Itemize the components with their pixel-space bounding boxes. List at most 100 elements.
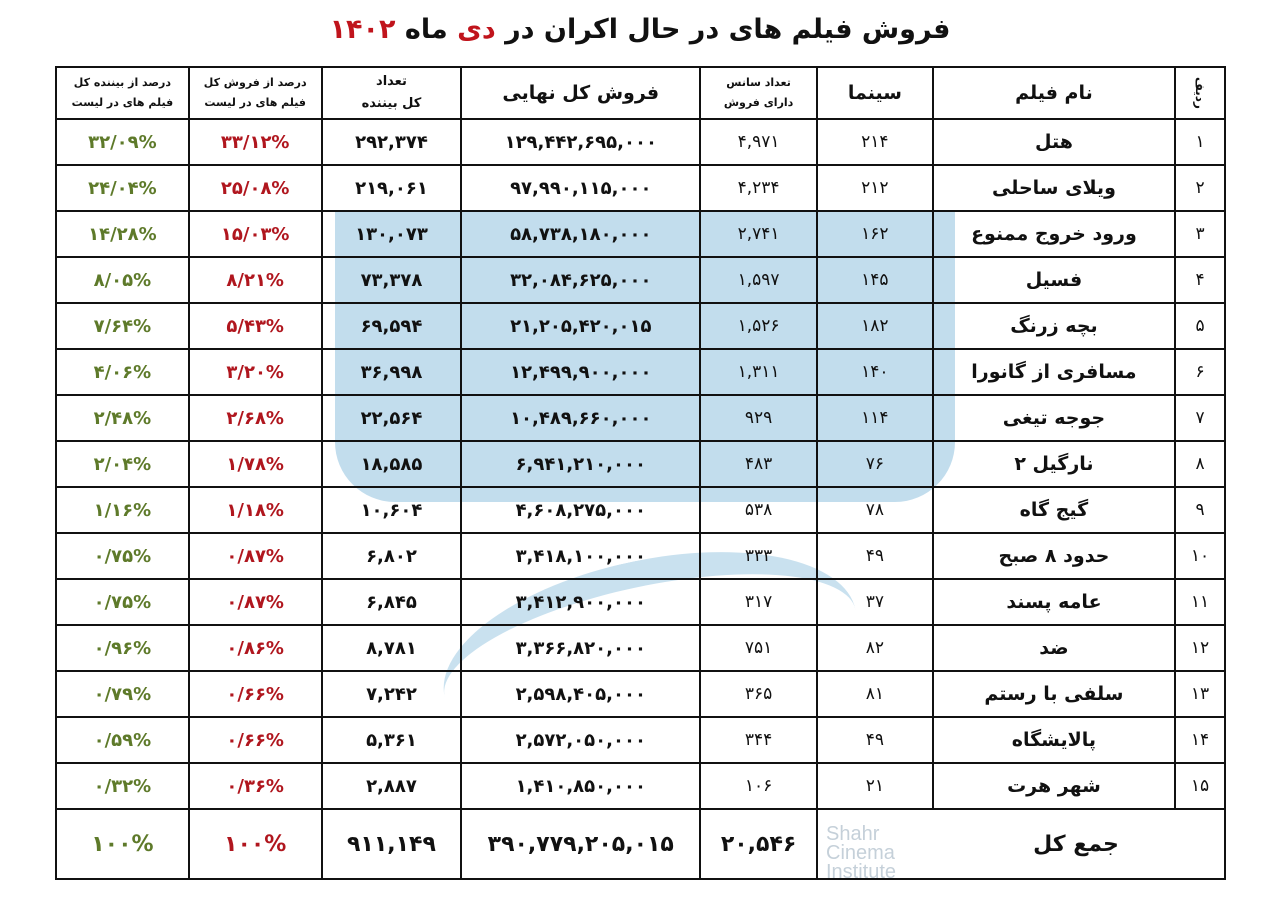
cell-sales: ۱۲۹,۴۴۲,۶۹۵,۰۰۰ <box>460 118 702 166</box>
table-row: ۱۴ پالایشگاه ۴۹ ۳۴۴ ۲,۵۷۲,۰۵۰,۰۰۰ ۵,۳۶۱ ۰/۶۶% ۰… <box>55 716 1226 764</box>
cell-viewers-percent: ۲/۴۸% <box>55 394 190 442</box>
cell-viewers: ۲,۸۸۷ <box>320 762 463 810</box>
total-sales-percent: ۱۰۰% <box>187 808 323 880</box>
cell-row-number: ۱۱ <box>1174 578 1226 626</box>
cell-row-number: ۱۴ <box>1174 716 1226 764</box>
cell-cinemas: ۸۱ <box>816 670 934 718</box>
cell-viewers: ۱۳۰,۰۷۳ <box>320 210 463 258</box>
cell-cinemas: ۱۱۴ <box>816 394 934 442</box>
cell-sessions: ۱,۵۹۷ <box>699 256 818 304</box>
cell-viewers-percent: ۲۴/۰۴% <box>55 164 190 212</box>
cell-film-name: نارگیل ۲ <box>931 440 1177 488</box>
cell-sales: ۹۷,۹۹۰,۱۱۵,۰۰۰ <box>460 164 702 212</box>
cell-viewers-percent: ۸/۰۵% <box>55 256 190 304</box>
cell-sessions: ۲,۷۴۱ <box>699 210 818 258</box>
cell-sales: ۲,۵۹۸,۴۰۵,۰۰۰ <box>460 670 702 718</box>
cell-sessions: ۴,۹۷۱ <box>699 118 818 166</box>
cell-sessions: ۷۵۱ <box>699 624 818 672</box>
cell-viewers: ۶,۸۴۵ <box>320 578 463 626</box>
cell-film-name: مسافری از گانورا <box>931 348 1177 396</box>
cell-viewers-percent: ۰/۷۹% <box>55 670 190 718</box>
cell-film-name: ورود خروج ممنوع <box>931 210 1177 258</box>
header-sales: فروش کل نهایی <box>460 66 702 120</box>
table-row: ۱۲ ضد ۸۲ ۷۵۱ ۳,۳۶۶,۸۲۰,۰۰۰ ۸,۷۸۱ ۰/۸۶% ۰/۹۶% <box>55 624 1226 672</box>
cell-viewers: ۲۱۹,۰۶۱ <box>320 164 463 212</box>
cell-sessions: ۳۶۵ <box>699 670 818 718</box>
cell-film-name: حدود ۸ صبح <box>931 532 1177 580</box>
table-row: ۶ مسافری از گانورا ۱۴۰ ۱,۳۱۱ ۱۲,۴۹۹,۹۰۰,۰۰۰ ۳… <box>55 348 1226 396</box>
cell-row-number: ۱۲ <box>1174 624 1226 672</box>
table-row: ۱۵ شهر هرت ۲۱ ۱۰۶ ۱,۴۱۰,۸۵۰,۰۰۰ ۲,۸۸۷ ۰/۳۶% ۰/۳… <box>55 762 1226 810</box>
cell-sales: ۳,۴۱۲,۹۰۰,۰۰۰ <box>460 578 702 626</box>
header-row-number: ردیف <box>1174 66 1226 120</box>
cell-viewers-percent: ۰/۷۵% <box>55 532 190 580</box>
cell-sessions: ۳۱۷ <box>699 578 818 626</box>
cell-cinemas: ۳۷ <box>816 578 934 626</box>
cell-row-number: ۱۵ <box>1174 762 1226 810</box>
cell-viewers-percent: ۱۴/۲۸% <box>55 210 190 258</box>
cell-sales-percent: ۸/۲۱% <box>187 256 323 304</box>
cell-viewers: ۱۸,۵۸۵ <box>320 440 463 488</box>
table-row: ۱۰ حدود ۸ صبح ۴۹ ۳۳۳ ۳,۴۱۸,۱۰۰,۰۰۰ ۶,۸۰۲ ۰/۸۷%… <box>55 532 1226 580</box>
table-row: ۱۱ عامه پسند ۳۷ ۳۱۷ ۳,۴۱۲,۹۰۰,۰۰۰ ۶,۸۴۵ ۰/۸۷% ۰… <box>55 578 1226 626</box>
table-row: ۱۳ سلفی با رستم ۸۱ ۳۶۵ ۲,۵۹۸,۴۰۵,۰۰۰ ۷,۲۴۲ ۰/۶… <box>55 670 1226 718</box>
table-row: ۲ ویلای ساحلی ۲۱۲ ۴,۲۳۴ ۹۷,۹۹۰,۱۱۵,۰۰۰ ۲۱۹,۰۶… <box>55 164 1226 212</box>
cell-sales-percent: ۱/۷۸% <box>187 440 323 488</box>
total-label: جمع کل <box>816 808 1226 880</box>
cell-sales-percent: ۵/۴۳% <box>187 302 323 350</box>
cell-sessions: ۹۲۹ <box>699 394 818 442</box>
cell-sales: ۲,۵۷۲,۰۵۰,۰۰۰ <box>460 716 702 764</box>
cell-cinemas: ۲۱۴ <box>816 118 934 166</box>
cell-sessions: ۱۰۶ <box>699 762 818 810</box>
cell-sessions: ۴۸۳ <box>699 440 818 488</box>
cell-cinemas: ۷۶ <box>816 440 934 488</box>
header-film-name: نام فیلم <box>931 66 1177 120</box>
cell-cinemas: ۴۹ <box>816 532 934 580</box>
cell-cinemas: ۱۶۲ <box>816 210 934 258</box>
header-sales-percent: درصد از فروش کل فیلم های در لیست <box>187 66 323 120</box>
cell-cinemas: ۲۱ <box>816 762 934 810</box>
cell-sales: ۶,۹۴۱,۲۱۰,۰۰۰ <box>460 440 702 488</box>
cell-cinemas: ۴۹ <box>816 716 934 764</box>
cell-viewers: ۲۲,۵۶۴ <box>320 394 463 442</box>
cell-row-number: ۱۰ <box>1174 532 1226 580</box>
box-office-table: ردیف نام فیلم سینما تعداد سانس دارای فروش… <box>55 66 1226 880</box>
cell-cinemas: ۷۸ <box>816 486 934 534</box>
cell-cinemas: ۸۲ <box>816 624 934 672</box>
header-row: ردیف نام فیلم سینما تعداد سانس دارای فروش… <box>55 66 1226 120</box>
cell-sales-percent: ۱/۱۸% <box>187 486 323 534</box>
cell-sales-percent: ۱۵/۰۳% <box>187 210 323 258</box>
cell-sales-percent: ۰/۸۷% <box>187 578 323 626</box>
cell-sessions: ۱,۳۱۱ <box>699 348 818 396</box>
total-row: جمع کل ۲۰,۵۴۶ ۳۹۰,۷۷۹,۲۰۵,۰۱۵ ۹۱۱,۱۴۹ ۱۰… <box>55 808 1226 880</box>
cell-film-name: عامه پسند <box>931 578 1177 626</box>
cell-viewers-percent: ۳۲/۰۹% <box>55 118 190 166</box>
cell-film-name: پالایشگاه <box>931 716 1177 764</box>
cell-sales-percent: ۳/۲۰% <box>187 348 323 396</box>
cell-film-name: گیج گاه <box>931 486 1177 534</box>
cell-sales: ۵۸,۷۳۸,۱۸۰,۰۰۰ <box>460 210 702 258</box>
cell-sessions: ۵۳۸ <box>699 486 818 534</box>
cell-viewers-percent: ۰/۹۶% <box>55 624 190 672</box>
cell-film-name: ضد <box>931 624 1177 672</box>
cell-sessions: ۳۴۴ <box>699 716 818 764</box>
cell-film-name: جوجه تیغی <box>931 394 1177 442</box>
cell-viewers: ۷,۲۴۲ <box>320 670 463 718</box>
cell-row-number: ۴ <box>1174 256 1226 304</box>
cell-row-number: ۷ <box>1174 394 1226 442</box>
cell-cinemas: ۱۴۰ <box>816 348 934 396</box>
cell-sales-percent: ۲/۶۸% <box>187 394 323 442</box>
cell-row-number: ۸ <box>1174 440 1226 488</box>
cell-sales-percent: ۰/۸۶% <box>187 624 323 672</box>
cell-sales-percent: ۰/۶۶% <box>187 670 323 718</box>
table-row: ۷ جوجه تیغی ۱۱۴ ۹۲۹ ۱۰,۴۸۹,۶۶۰,۰۰۰ ۲۲,۵۶۴ ۲/۶۸… <box>55 394 1226 442</box>
cell-sessions: ۳۳۳ <box>699 532 818 580</box>
cell-row-number: ۳ <box>1174 210 1226 258</box>
cell-viewers: ۲۹۲,۳۷۴ <box>320 118 463 166</box>
cell-sales-percent: ۰/۸۷% <box>187 532 323 580</box>
cell-viewers-percent: ۷/۶۴% <box>55 302 190 350</box>
cell-sales-percent: ۰/۳۶% <box>187 762 323 810</box>
cell-film-name: ویلای ساحلی <box>931 164 1177 212</box>
page-title: فروش فیلم های در حال اکران در دی ماه ۱۴۰… <box>329 14 951 45</box>
table-row: ۹ گیج گاه ۷۸ ۵۳۸ ۴,۶۰۸,۲۷۵,۰۰۰ ۱۰,۶۰۴ ۱/۱۸% ۱/۱… <box>55 486 1226 534</box>
